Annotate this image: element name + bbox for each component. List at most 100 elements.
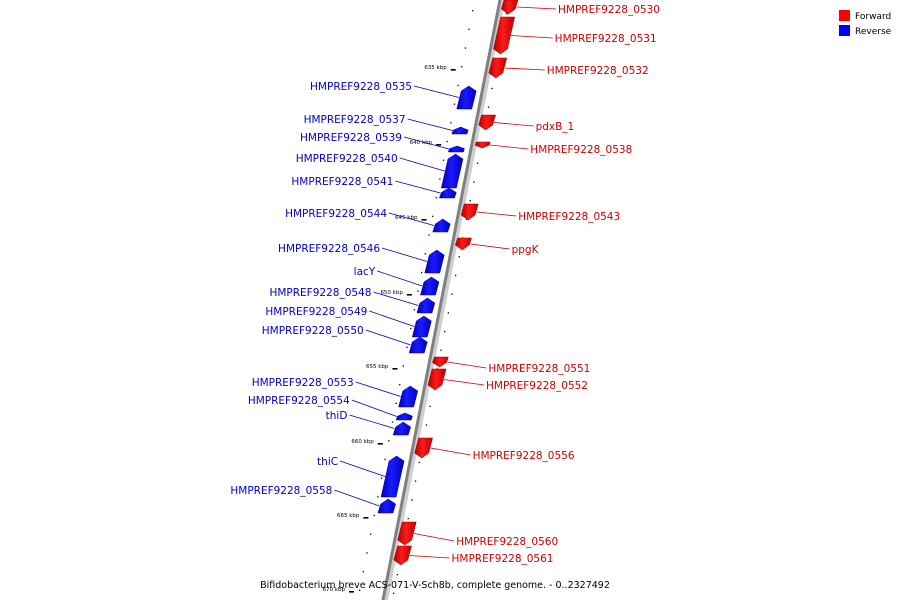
major-tick (392, 368, 398, 370)
gene-glyph[interactable] (397, 521, 417, 546)
gene-HMPREF9228_0539[interactable]: HMPREF9228_0539 (300, 132, 465, 153)
gene-HMPREF9228_0535[interactable]: HMPREF9228_0535 (310, 81, 477, 110)
gene-HMPREF9228_0554[interactable]: HMPREF9228_0554 (248, 395, 413, 421)
gene-glyph[interactable] (460, 203, 479, 221)
gene-label[interactable]: HMPREF9228_0548 (269, 287, 371, 299)
gene-glyph[interactable] (432, 218, 451, 233)
gene-glyph[interactable] (454, 237, 472, 251)
legend: Forward Reverse (839, 10, 892, 37)
gene-label[interactable]: HMPREF9228_0546 (278, 243, 380, 255)
gene-lacY[interactable]: lacY (354, 266, 440, 296)
gene-label[interactable]: thiC (317, 456, 338, 468)
legend-forward-label: Forward (855, 12, 891, 22)
gene-leader-line (447, 361, 487, 369)
gene-glyph[interactable] (392, 421, 412, 436)
gene-glyph[interactable] (439, 187, 457, 199)
gene-HMPREF9228_0544[interactable]: HMPREF9228_0544 (285, 208, 451, 233)
gene-glyph[interactable] (493, 16, 515, 55)
gene-glyph[interactable] (478, 114, 496, 131)
gene-label[interactable]: HMPREF9228_0558 (230, 485, 332, 497)
gene-glyph[interactable] (474, 141, 491, 149)
gene-HMPREF9228_0560[interactable]: HMPREF9228_0560 (397, 521, 558, 548)
gene-glyph[interactable] (395, 412, 413, 421)
gene-glyph[interactable] (451, 126, 469, 135)
gene-label[interactable]: HMPREF9228_0532 (547, 65, 649, 77)
gene-glyph[interactable] (424, 249, 445, 274)
gene-label[interactable]: thiD (326, 410, 348, 422)
gene-glyph[interactable] (411, 315, 432, 338)
gene-glyph[interactable] (398, 385, 419, 408)
gene-label[interactable]: HMPREF9228_0531 (555, 33, 657, 45)
minor-tick-right (458, 256, 460, 258)
gene-label[interactable]: HMPREF9228_0541 (291, 176, 393, 188)
gene-HMPREF9228_0540[interactable]: HMPREF9228_0540 (296, 153, 464, 189)
gene-label[interactable]: HMPREF9228_0530 (558, 4, 660, 16)
gene-label[interactable]: HMPREF9228_0561 (452, 553, 554, 565)
gene-label[interactable]: HMPREF9228_0538 (530, 144, 632, 156)
minor-tick-right (469, 200, 471, 202)
gene-label[interactable]: HMPREF9228_0552 (486, 380, 588, 392)
gene-HMPREF9228_0550[interactable]: HMPREF9228_0550 (262, 325, 428, 354)
gene-glyph[interactable] (500, 0, 519, 15)
gene-HMPREF9228_0530[interactable]: HMPREF9228_0530 (500, 0, 660, 16)
gene-HMPREF9228_0531[interactable]: HMPREF9228_0531 (493, 16, 657, 55)
minor-tick-left (384, 458, 386, 461)
gene-glyph[interactable] (393, 545, 412, 566)
gene-label[interactable]: ppgK (512, 244, 540, 256)
minor-tick-left (428, 234, 430, 236)
gene-HMPREF9228_0548[interactable]: HMPREF9228_0548 (269, 287, 436, 314)
gene-label[interactable]: HMPREF9228_0544 (285, 208, 387, 220)
gene-glyph[interactable] (416, 297, 436, 314)
gene-label[interactable]: HMPREF9228_0549 (265, 306, 367, 318)
gene-HMPREF9228_0556[interactable]: HMPREF9228_0556 (414, 437, 575, 462)
gene-leader-line (430, 447, 471, 456)
gene-leader-line (355, 381, 401, 397)
gene-label[interactable]: HMPREF9228_0554 (248, 395, 350, 407)
gene-leader-line (369, 310, 415, 327)
gene-glyph[interactable] (488, 57, 508, 79)
gene-HMPREF9228_0541[interactable]: HMPREF9228_0541 (291, 176, 457, 199)
gene-label[interactable]: HMPREF9228_0550 (262, 325, 364, 337)
minor-tick-right (418, 461, 420, 464)
gene-HMPREF9228_0532[interactable]: HMPREF9228_0532 (488, 57, 649, 79)
gene-label[interactable]: HMPREF9228_0553 (252, 377, 354, 389)
gene-label[interactable]: HMPREF9228_0539 (300, 132, 402, 144)
gene-glyph[interactable] (448, 145, 465, 153)
gene-label[interactable]: lacY (354, 266, 376, 278)
gene-HMPREF9228_0546[interactable]: HMPREF9228_0546 (278, 243, 445, 274)
gene-label[interactable]: pdxB_1 (536, 121, 575, 133)
gene-HMPREF9228_0561[interactable]: HMPREF9228_0561 (393, 545, 554, 566)
gene-leader-line (413, 533, 455, 542)
gene-HMPREF9228_0537[interactable]: HMPREF9228_0537 (304, 114, 469, 135)
gene-HMPREF9228_0549[interactable]: HMPREF9228_0549 (265, 306, 432, 338)
gene-glyph[interactable] (420, 276, 440, 296)
gene-HMPREF9228_0558[interactable]: HMPREF9228_0558 (230, 485, 396, 514)
gene-pdxB_1[interactable]: pdxB_1 (478, 114, 575, 133)
minor-tick-right (476, 162, 479, 164)
minor-tick-left (461, 66, 463, 68)
gene-HMPREF9228_0551[interactable]: HMPREF9228_0551 (432, 356, 590, 375)
gene-glyph[interactable] (432, 356, 449, 368)
gene-HMPREF9228_0543[interactable]: HMPREF9228_0543 (460, 203, 620, 223)
gene-thiD[interactable]: thiD (326, 410, 412, 436)
gene-HMPREF9228_0552[interactable]: HMPREF9228_0552 (427, 368, 588, 392)
gene-glyph[interactable] (377, 498, 396, 514)
gene-glyph[interactable] (414, 437, 433, 459)
gene-label[interactable]: HMPREF9228_0540 (296, 153, 398, 165)
minor-tick-right (447, 312, 450, 314)
gene-label[interactable]: HMPREF9228_0535 (310, 81, 412, 93)
gene-glyph[interactable] (427, 368, 447, 391)
gene-label[interactable]: HMPREF9228_0551 (488, 363, 590, 375)
gene-label[interactable]: HMPREF9228_0556 (473, 450, 575, 462)
gene-label[interactable]: HMPREF9228_0560 (456, 536, 558, 548)
gene-HMPREF9228_0553[interactable]: HMPREF9228_0553 (252, 377, 419, 408)
gene-glyph[interactable] (380, 455, 405, 498)
gene-label[interactable]: HMPREF9228_0543 (518, 211, 620, 223)
gene-ppgK[interactable]: ppgK (454, 237, 540, 256)
gene-label[interactable]: HMPREF9228_0537 (304, 114, 406, 126)
gene-thiC[interactable]: thiC (317, 455, 405, 498)
gene-glyph[interactable] (456, 85, 477, 110)
gene-HMPREF9228_0538[interactable]: HMPREF9228_0538 (474, 141, 632, 156)
gene-glyph[interactable] (408, 336, 428, 354)
gene-leader-line (407, 118, 453, 131)
